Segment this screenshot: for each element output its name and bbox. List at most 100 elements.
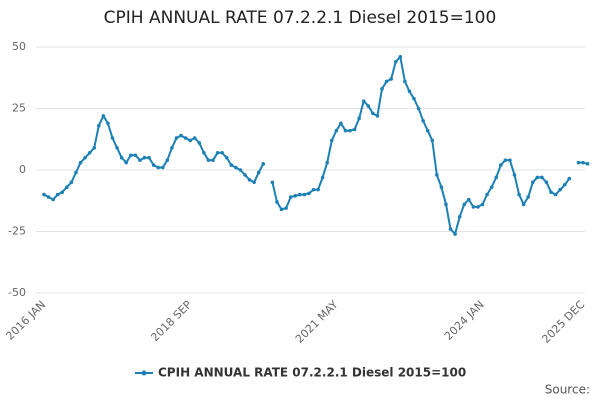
point-marker (288, 195, 293, 199)
point-marker (83, 155, 87, 160)
point-marker (69, 180, 74, 185)
point-marker (124, 160, 129, 165)
y-tick-label: -50 (8, 286, 26, 299)
point-marker (435, 173, 439, 177)
point-marker (42, 192, 46, 197)
point-marker (389, 77, 393, 81)
point-marker (444, 202, 448, 207)
point-marker (302, 192, 307, 197)
point-marker (197, 141, 202, 145)
point-marker (393, 59, 398, 64)
point-marker (261, 162, 266, 166)
point-marker (380, 87, 384, 91)
point-marker (170, 146, 174, 150)
point-marker (275, 200, 279, 204)
point-marker (371, 111, 375, 116)
point-marker (480, 202, 485, 207)
point-marker (544, 180, 549, 185)
point-marker (339, 121, 343, 126)
legend-marker (141, 370, 147, 376)
point-marker (540, 175, 544, 180)
point-marker (508, 158, 512, 162)
point-marker (156, 165, 160, 170)
x-tick-label: 2025 DEC (539, 298, 587, 346)
point-marker (229, 163, 234, 167)
point-marker (403, 79, 407, 84)
point-marker (558, 187, 562, 192)
point-marker (430, 138, 435, 143)
point-marker (334, 128, 339, 133)
point-marker (97, 123, 101, 128)
point-marker (234, 165, 238, 170)
point-marker (188, 138, 192, 143)
point-marker (256, 170, 261, 175)
point-marker (485, 192, 489, 197)
point-marker (179, 133, 183, 138)
point-marker (526, 195, 530, 199)
point-marker (224, 155, 229, 160)
point-marker (530, 180, 535, 185)
point-marker (348, 128, 352, 133)
point-marker (65, 185, 69, 190)
point-marker (284, 206, 288, 210)
point-marker (51, 197, 55, 202)
point-marker (151, 163, 156, 167)
point-marker (512, 173, 517, 177)
x-tick-label: 2016 JAN (3, 298, 48, 343)
point-marker (101, 114, 106, 118)
point-marker (384, 79, 389, 84)
point-marker (517, 192, 521, 197)
point-marker (297, 192, 302, 197)
point-marker (128, 153, 133, 158)
point-marker (416, 106, 421, 111)
chart-title: CPIH ANNUAL RATE 07.2.2.1 Diesel 2015=10… (104, 8, 497, 28)
point-marker (398, 55, 403, 59)
point-marker (467, 197, 471, 202)
point-marker (329, 138, 334, 143)
y-tick-label: 50 (12, 40, 26, 53)
point-marker (407, 89, 412, 94)
point-marker (494, 175, 499, 180)
point-marker (60, 190, 65, 194)
point-marker (357, 116, 361, 121)
point-marker (320, 175, 325, 180)
y-tick-label: -25 (8, 225, 26, 238)
point-marker (133, 153, 138, 158)
point-marker (138, 158, 142, 162)
x-tick-label: 2024 JAN (442, 298, 487, 343)
point-marker (202, 150, 206, 155)
x-tick-label: 2021 MAY (293, 298, 341, 346)
point-marker (535, 175, 540, 180)
point-marker (412, 96, 416, 101)
point-marker (343, 128, 348, 133)
point-marker (448, 227, 453, 231)
point-marker (498, 163, 503, 167)
point-marker (576, 160, 581, 165)
point-marker (316, 187, 320, 192)
point-marker (87, 150, 92, 155)
point-marker (238, 168, 243, 172)
point-marker (421, 119, 425, 123)
point-marker (567, 176, 572, 181)
point-marker (119, 155, 124, 160)
point-marker (311, 187, 316, 192)
point-marker (325, 160, 330, 165)
point-marker (462, 202, 467, 207)
point-marker (74, 170, 78, 175)
point-marker (55, 192, 60, 197)
point-marker (160, 165, 165, 170)
source-label: Source: (545, 383, 590, 397)
point-marker (521, 202, 526, 207)
point-marker (503, 158, 508, 162)
point-marker (206, 158, 211, 162)
point-marker (476, 205, 480, 209)
point-marker (489, 185, 494, 190)
point-marker (46, 195, 51, 199)
series-line (43, 113, 265, 201)
point-marker (585, 162, 590, 166)
point-marker (78, 160, 83, 165)
point-marker (279, 207, 284, 212)
point-marker (215, 150, 220, 155)
point-marker (165, 158, 170, 162)
